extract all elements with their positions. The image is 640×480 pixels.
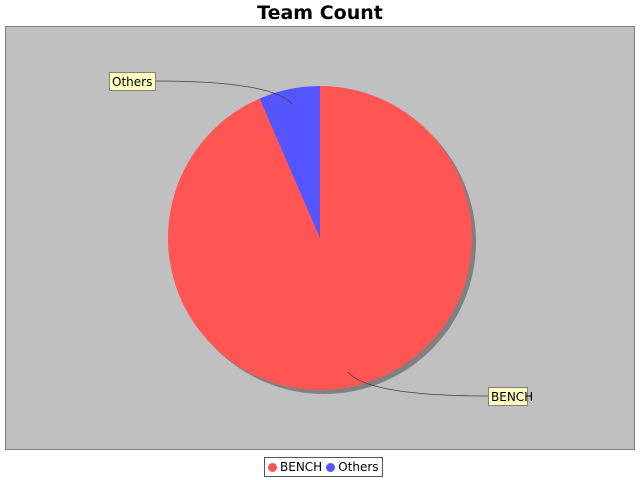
pie-slice-bench [168,86,473,390]
pie-label-others: Others [112,75,152,89]
pie-label-bench: BENCH [491,390,533,404]
legend-label-bench: BENCH [280,460,323,474]
chart-title: Team Count [257,2,383,24]
legend-swatch-bench [268,462,277,472]
legend-item-bench: BENCH [268,460,322,474]
pie-link-bench [347,371,489,397]
pie-link-others [154,80,293,105]
legend: BENCH Others [264,457,383,477]
pie-label-box-others [109,72,156,91]
pie-label-box-bench [488,387,528,406]
pie-slice-others [259,86,320,238]
legend-swatch-others [326,462,336,472]
legend-label-others: Others [338,460,379,474]
legend-item-others: Others [326,460,379,474]
